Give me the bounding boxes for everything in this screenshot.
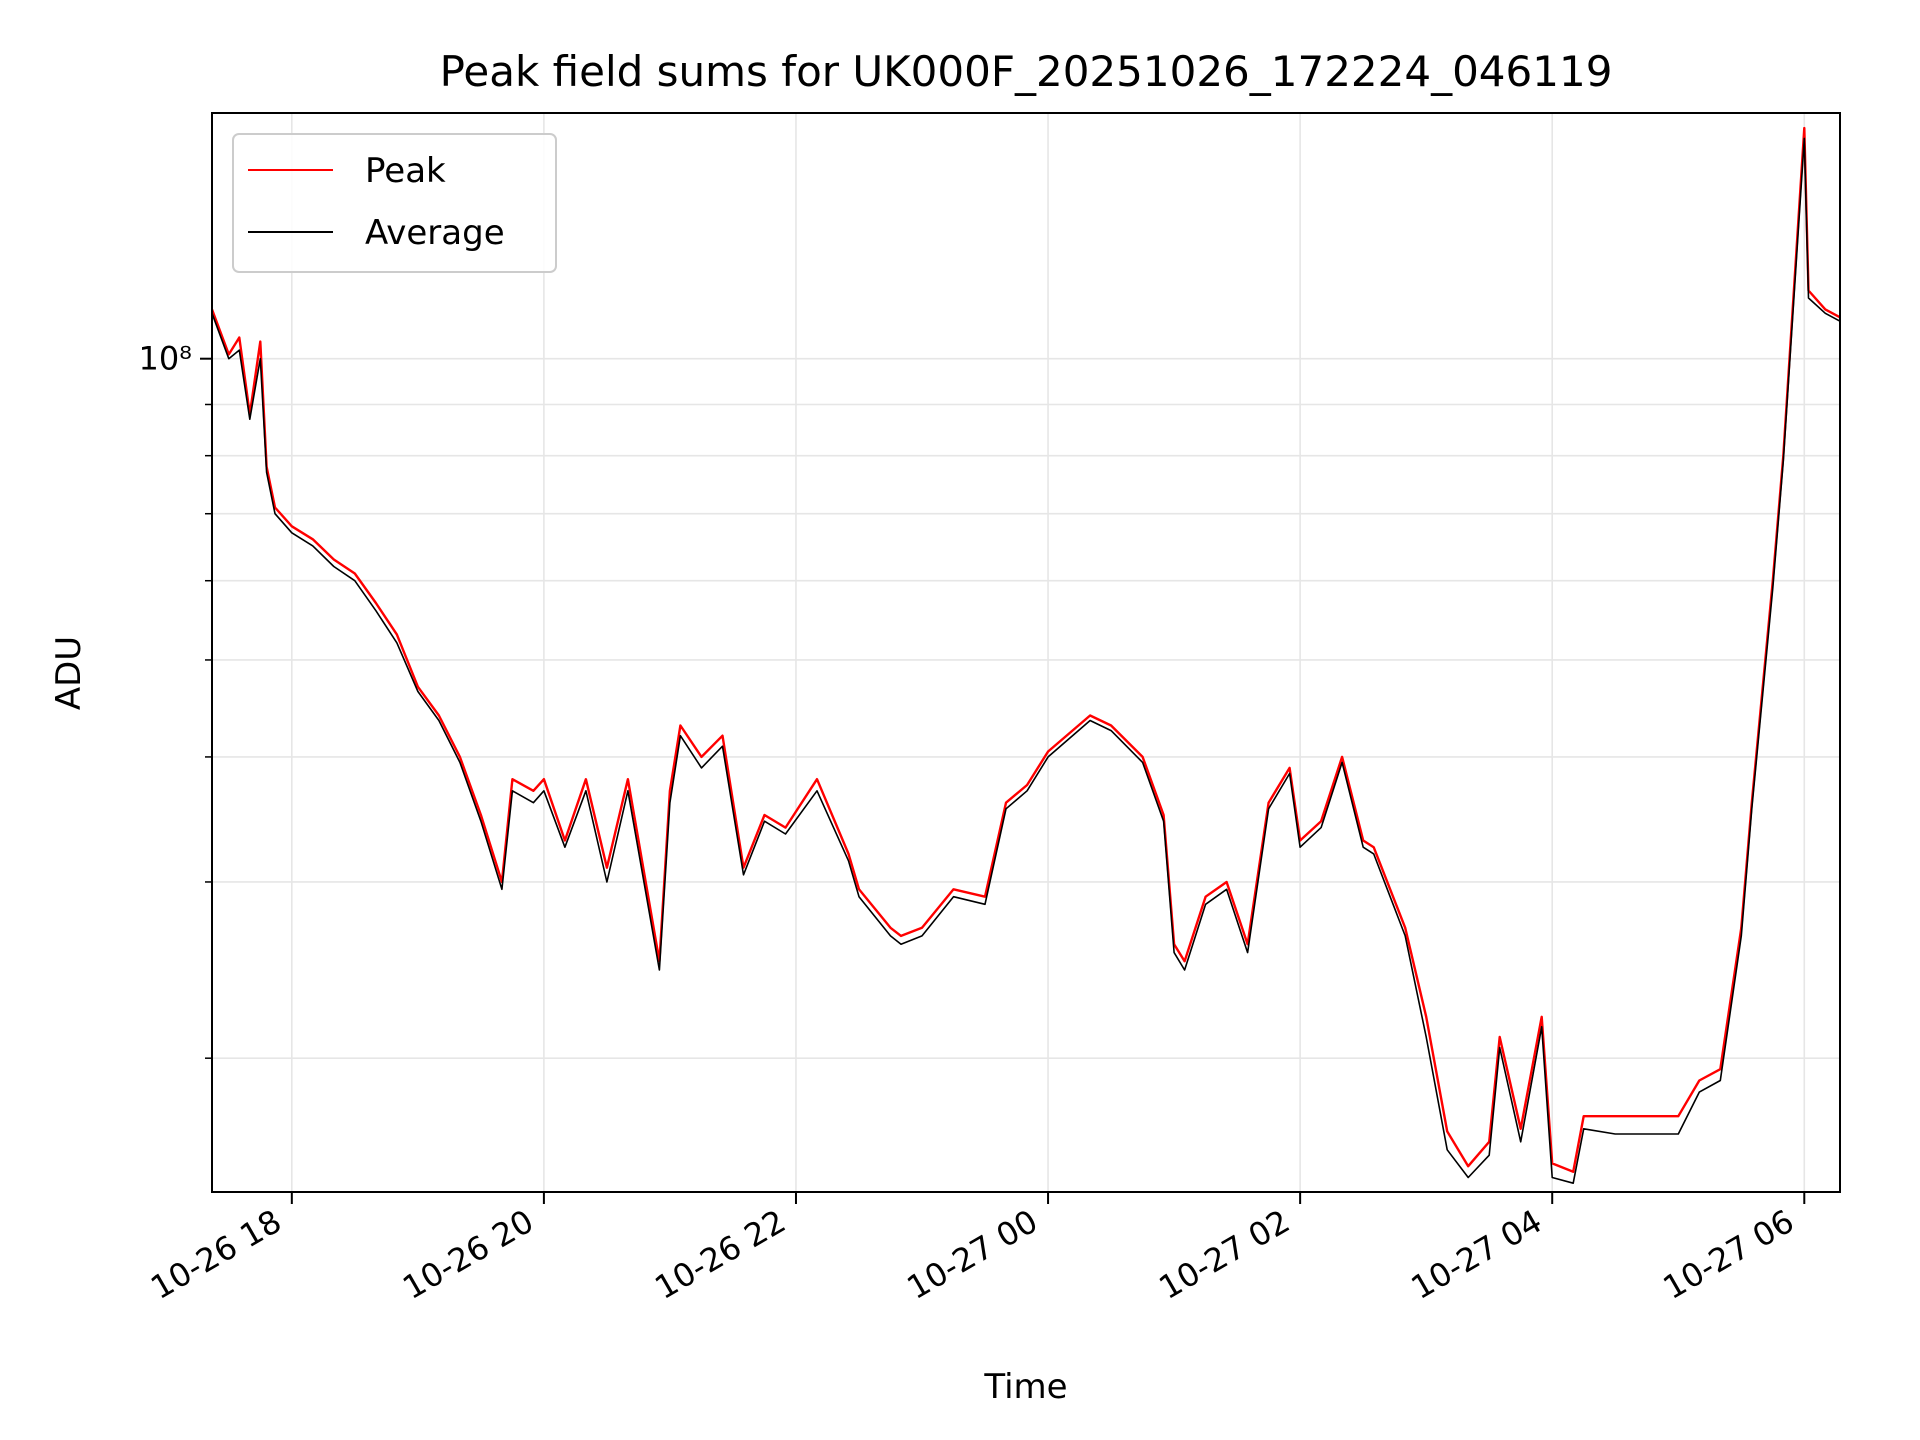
legend-label-peak: Peak (365, 151, 446, 191)
series-line-average (211, 137, 1841, 1184)
plot-frame (211, 112, 1841, 1193)
y-tick-label: 10⁸ (138, 340, 192, 378)
grid (212, 113, 1840, 1192)
chart-title: Peak field sums for UK000F_20251026_1722… (440, 47, 1613, 96)
y-axis-title: ADU (49, 636, 89, 710)
series-line-peak (210, 126, 1841, 1174)
x-axis-title: Time (983, 1367, 1067, 1407)
legend-box (232, 133, 557, 273)
series-lines (210, 126, 1841, 1184)
legend-label-average: Average (365, 213, 505, 253)
legend: Peak Average (232, 133, 557, 273)
